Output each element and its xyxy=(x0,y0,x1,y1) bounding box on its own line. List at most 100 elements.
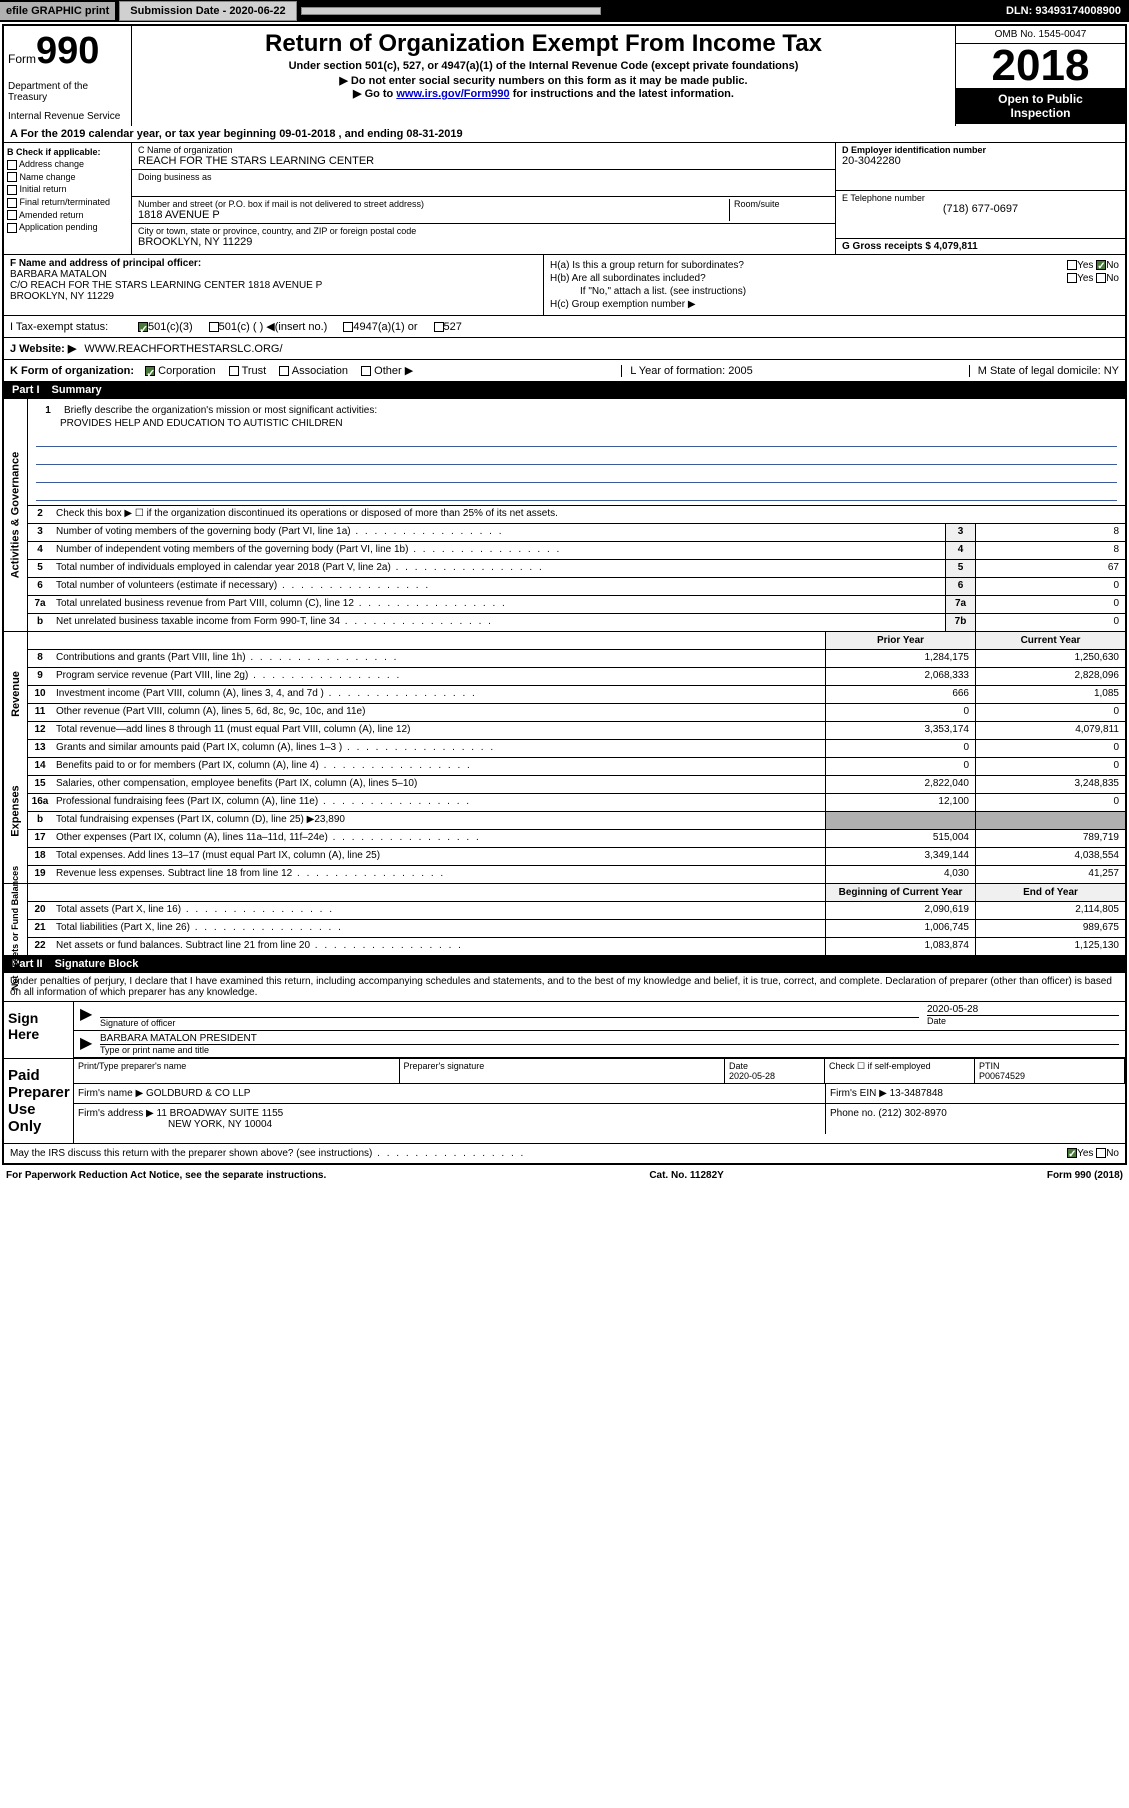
blank-button[interactable] xyxy=(301,7,601,15)
opt-501c: 501(c) ( ) ◀(insert no.) xyxy=(219,320,328,333)
sig-date: 2020-05-28 xyxy=(927,1004,1119,1016)
discuss-yes-checkbox[interactable]: ✓ xyxy=(1067,1148,1077,1158)
footer-left: For Paperwork Reduction Act Notice, see … xyxy=(6,1170,326,1181)
open-line2: Inspection xyxy=(960,106,1121,120)
room-label: Room/suite xyxy=(734,199,829,209)
discuss-no-checkbox[interactable] xyxy=(1096,1148,1106,1158)
opt-address-change[interactable]: Address change xyxy=(7,159,128,170)
revenue-label: Revenue xyxy=(10,671,22,717)
section-k: K Form of organization: ✓ Corporation Tr… xyxy=(4,359,1125,381)
line21-curr: 989,675 xyxy=(975,920,1125,937)
self-employed-cell: Check ☐ if self-employed xyxy=(825,1059,975,1084)
line18-prior: 3,349,144 xyxy=(825,848,975,865)
form-label: Form xyxy=(8,52,36,66)
line13-text: Grants and similar amounts paid (Part IX… xyxy=(52,740,825,757)
opt-initial-return[interactable]: Initial return xyxy=(7,184,128,195)
governance-label: Activities & Governance xyxy=(10,452,22,579)
h-b-note: If "No," attach a list. (see instruction… xyxy=(550,286,1119,297)
line21-prior: 1,006,745 xyxy=(825,920,975,937)
end-year-header: End of Year xyxy=(975,884,1125,901)
line10-curr: 1,085 xyxy=(975,686,1125,703)
line17-prior: 515,004 xyxy=(825,830,975,847)
assoc-checkbox[interactable] xyxy=(279,366,289,376)
officer-name: BARBARA MATALON xyxy=(10,269,537,280)
instr2-pre: ▶ Go to xyxy=(353,88,396,100)
efile-label[interactable]: efile GRAPHIC print xyxy=(0,2,115,20)
opt-trust: Trust xyxy=(242,365,267,377)
4947-checkbox[interactable] xyxy=(343,322,353,332)
discuss-no: No xyxy=(1106,1148,1119,1159)
phone-value: (718) 677-0697 xyxy=(842,203,1119,215)
addr-label: Number and street (or P.O. box if mail i… xyxy=(138,199,729,209)
section-c: C Name of organization REACH FOR THE STA… xyxy=(132,143,835,254)
officer-signature-name: BARBARA MATALON PRESIDENT xyxy=(100,1033,1119,1045)
section-f: F Name and address of principal officer:… xyxy=(4,255,544,315)
b-header: B Check if applicable: xyxy=(7,147,128,157)
begin-year-header: Beginning of Current Year xyxy=(825,884,975,901)
prep-date-cell: Date2020-05-28 xyxy=(725,1059,825,1084)
state-domicile: M State of legal domicile: NY xyxy=(969,365,1119,377)
officer-addr2: BROOKLYN, NY 11229 xyxy=(10,291,537,302)
line20-text: Total assets (Part X, line 16) xyxy=(52,902,825,919)
firm-ein: 13-3487848 xyxy=(890,1088,943,1099)
form-number: 990 xyxy=(36,30,99,72)
part1-header: Part I Summary xyxy=(4,381,1125,399)
submission-date-button[interactable]: Submission Date - 2020-06-22 xyxy=(119,1,296,21)
form-id-box: Form990 Department of the Treasury Inter… xyxy=(4,26,132,126)
topbar: efile GRAPHIC print Submission Date - 20… xyxy=(0,0,1129,22)
part2-header: Part II Signature Block xyxy=(4,955,1125,973)
trust-checkbox[interactable] xyxy=(229,366,239,376)
line13-prior: 0 xyxy=(825,740,975,757)
line11-curr: 0 xyxy=(975,704,1125,721)
firm-addr2: NEW YORK, NY 10004 xyxy=(78,1119,821,1130)
line4-val: 8 xyxy=(975,542,1125,559)
org-name-label: C Name of organization xyxy=(138,145,829,155)
current-year-header: Current Year xyxy=(975,632,1125,649)
officer-addr1: C/O REACH FOR THE STARS LEARNING CENTER … xyxy=(10,280,537,291)
line19-prior: 4,030 xyxy=(825,866,975,883)
irs-link[interactable]: www.irs.gov/Form990 xyxy=(396,88,509,100)
line15-prior: 2,822,040 xyxy=(825,776,975,793)
opt-other: Other ▶ xyxy=(374,365,413,377)
section-d-e-g: D Employer identification number 20-3042… xyxy=(835,143,1125,254)
line6-text: Total number of volunteers (estimate if … xyxy=(52,578,945,595)
instruction-2: ▶ Go to www.irs.gov/Form990 for instruct… xyxy=(142,87,945,100)
gross-receipts: G Gross receipts $ 4,079,811 xyxy=(842,241,1119,252)
expenses-section: Expenses 13Grants and similar amounts pa… xyxy=(4,739,1125,883)
other-checkbox[interactable] xyxy=(361,366,371,376)
section-b: B Check if applicable: Address change Na… xyxy=(4,143,132,254)
line7b-text: Net unrelated business taxable income fr… xyxy=(52,614,945,631)
line7b-val: 0 xyxy=(975,614,1125,631)
527-checkbox[interactable] xyxy=(434,322,444,332)
opt-amended[interactable]: Amended return xyxy=(7,210,128,221)
opt-pending[interactable]: Application pending xyxy=(7,222,128,233)
section-f-h: F Name and address of principal officer:… xyxy=(4,254,1125,315)
ptin-cell: PTINP00674529 xyxy=(975,1059,1125,1084)
firm-phone: (212) 302-8970 xyxy=(878,1108,946,1119)
line8-curr: 1,250,630 xyxy=(975,650,1125,667)
website-value: WWW.REACHFORTHESTARSLC.ORG/ xyxy=(84,343,282,355)
open-public-badge: Open to Public Inspection xyxy=(956,88,1125,124)
dba-label: Doing business as xyxy=(138,172,829,182)
line4-text: Number of independent voting members of … xyxy=(52,542,945,559)
501c-checkbox[interactable] xyxy=(209,322,219,332)
city-label: City or town, state or province, country… xyxy=(138,226,829,236)
open-line1: Open to Public xyxy=(960,92,1121,106)
year-formation: L Year of formation: 2005 xyxy=(621,365,761,377)
corp-checkbox[interactable]: ✓ xyxy=(145,366,155,376)
opt-name-change[interactable]: Name change xyxy=(7,172,128,183)
prep-name-header: Print/Type preparer's name xyxy=(74,1059,400,1084)
line12-prior: 3,353,174 xyxy=(825,722,975,739)
line3-text: Number of voting members of the governin… xyxy=(52,524,945,541)
firm-addr1: 11 BROADWAY SUITE 1155 xyxy=(157,1108,284,1119)
opt-final-return[interactable]: Final return/terminated xyxy=(7,197,128,208)
501c3-checkbox[interactable]: ✓ xyxy=(138,322,148,332)
line22-curr: 1,125,130 xyxy=(975,938,1125,955)
main-title: Return of Organization Exempt From Incom… xyxy=(142,30,945,58)
arrow-icon-2: ▶ xyxy=(80,1033,100,1055)
officer-label: F Name and address of principal officer: xyxy=(10,258,537,269)
line11-prior: 0 xyxy=(825,704,975,721)
dln-label: DLN: 93493174008900 xyxy=(998,2,1129,20)
website-label: J Website: ▶ xyxy=(10,342,76,355)
line22-prior: 1,083,874 xyxy=(825,938,975,955)
